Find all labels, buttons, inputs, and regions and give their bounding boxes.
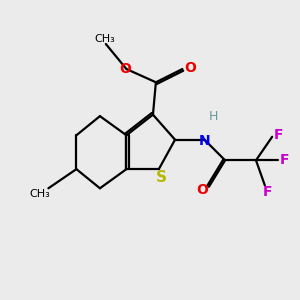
Text: CH₃: CH₃	[30, 189, 50, 199]
Text: N: N	[199, 134, 210, 148]
Text: F: F	[280, 153, 289, 167]
Text: F: F	[274, 128, 284, 142]
Text: S: S	[156, 170, 167, 185]
Text: F: F	[263, 185, 272, 199]
Text: O: O	[185, 61, 197, 75]
Text: O: O	[196, 183, 208, 197]
Text: H: H	[208, 110, 218, 123]
Text: CH₃: CH₃	[94, 34, 115, 44]
Text: O: O	[119, 62, 131, 76]
